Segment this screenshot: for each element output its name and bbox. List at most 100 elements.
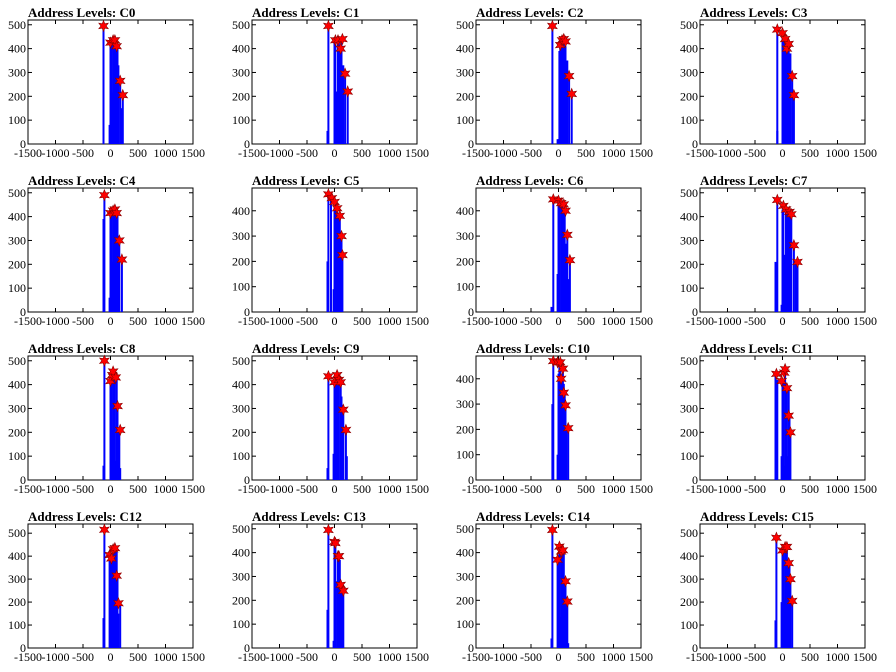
x-tick-label: -1000: [42, 482, 70, 496]
y-tick-label: 300: [680, 572, 698, 586]
peak-marker: [776, 374, 788, 388]
x-tick-label: -1500: [686, 146, 714, 160]
peak-marker: [783, 37, 795, 51]
data-bar: [776, 199, 779, 312]
peak-marker: [111, 569, 123, 583]
data-bar: [564, 46, 567, 145]
x-tick-label: 1500: [853, 482, 877, 496]
x-tick-label: -1000: [714, 650, 742, 664]
data-bar: [787, 43, 790, 144]
subplot-title: Address Levels: C14: [476, 509, 590, 524]
subplot-c4: Address Levels: C40100200300400500-1500-…: [8, 173, 205, 328]
y-tick-label: 300: [232, 401, 250, 415]
subplot-title: Address Levels: C3: [700, 5, 808, 20]
subplot-title: Address Levels: C12: [28, 509, 142, 524]
x-tick-label: 500: [801, 482, 819, 496]
x-tick-label: 1500: [405, 146, 429, 160]
y-tick-label: 200: [8, 595, 26, 609]
subplot-title: Address Levels: C6: [476, 173, 584, 188]
data-bar: [566, 233, 569, 312]
x-tick-label: 1500: [853, 146, 877, 160]
x-tick-label: 1500: [181, 314, 205, 328]
peak-marker: [783, 556, 795, 570]
x-tick-label: 1000: [154, 650, 178, 664]
peak-marker: [557, 362, 569, 376]
peak-marker: [111, 206, 123, 220]
y-tick-label: 400: [680, 210, 698, 224]
x-tick-label: 1000: [602, 482, 626, 496]
y-tick-label: 500: [680, 526, 698, 540]
subplot-title: Address Levels: C5: [252, 173, 360, 188]
x-tick-label: -1000: [714, 314, 742, 328]
x-tick-label: 0: [108, 314, 114, 328]
x-tick-label: -1500: [14, 314, 42, 328]
peak-marker: [329, 536, 341, 550]
data-bar: [782, 382, 785, 480]
data-bar: [116, 574, 119, 648]
data-bar: [794, 264, 797, 312]
y-tick-label: 100: [8, 281, 26, 295]
subplot-c15: Address Levels: C15 0 100 200 300 400 500 -1500…: [680, 509, 877, 664]
y-tick-label: 100: [456, 280, 474, 294]
data-bar: [333, 198, 336, 312]
data-bar: [789, 53, 792, 144]
y-tick-label: 100: [232, 280, 250, 294]
data-bar: [116, 403, 119, 480]
peak-marker: [111, 39, 123, 53]
y-tick-label: 400: [456, 372, 474, 386]
x-tick-label: 500: [577, 314, 595, 328]
x-tick-label: 500: [801, 314, 819, 328]
peak-marker: [791, 255, 803, 269]
y-tick-label: 400: [456, 204, 474, 218]
y-tick-label: 200: [232, 425, 250, 439]
x-tick-label: -1000: [490, 146, 518, 160]
x-tick-label: 1000: [826, 650, 850, 664]
peak-marker: [337, 584, 349, 598]
x-tick-label: 1500: [181, 650, 205, 664]
x-tick-label: 1000: [154, 482, 178, 496]
subplot-title: Address Levels: C11: [700, 341, 813, 356]
y-tick-label: 100: [680, 281, 698, 295]
y-tick-label: 300: [680, 401, 698, 415]
peak-marker: [98, 188, 110, 202]
y-tick-label: 0: [20, 473, 26, 487]
peak-marker: [116, 253, 128, 266]
x-tick-label: -500: [520, 146, 542, 160]
y-tick-label: 0: [20, 641, 26, 655]
data-bar: [789, 432, 792, 480]
data-bar: [117, 613, 120, 648]
subplot-c12: Address Levels: C12 0 100 200 300 400 500 -1500…: [8, 509, 205, 664]
peak-marker: [98, 354, 110, 368]
x-tick-label: -500: [744, 482, 766, 496]
x-tick-label: -500: [296, 146, 318, 160]
y-tick-label: 200: [8, 257, 26, 271]
y-tick-label: 300: [8, 401, 26, 415]
x-tick-label: 0: [556, 482, 562, 496]
x-tick-label: 0: [780, 146, 786, 160]
peak-marker: [560, 574, 572, 588]
x-tick-label: -500: [520, 314, 542, 328]
x-tick-label: -500: [72, 650, 94, 664]
peak-marker: [788, 238, 800, 252]
x-tick-label: 1500: [853, 314, 877, 328]
y-tick-label: 300: [232, 65, 250, 79]
data-bar: [558, 547, 561, 648]
data-bar: [120, 259, 123, 312]
data-bar: [118, 429, 121, 480]
x-tick-label: -1000: [490, 482, 518, 496]
data-bar: [791, 77, 794, 144]
x-tick-label: 1500: [629, 482, 653, 496]
data-bar: [340, 396, 343, 480]
data-bar: [785, 48, 787, 144]
y-tick-label: 400: [232, 42, 250, 56]
x-tick-label: -500: [520, 650, 542, 664]
data-bar: [342, 408, 345, 480]
subplot-c7: Address Levels: C70100200300400500-1500-…: [680, 173, 877, 328]
x-tick-label: -1500: [238, 650, 266, 664]
peak-marker: [562, 421, 574, 435]
peak-marker: [322, 523, 334, 537]
data-bar: [796, 261, 799, 312]
x-tick-label: 500: [353, 482, 371, 496]
x-tick-label: -1000: [714, 482, 742, 496]
